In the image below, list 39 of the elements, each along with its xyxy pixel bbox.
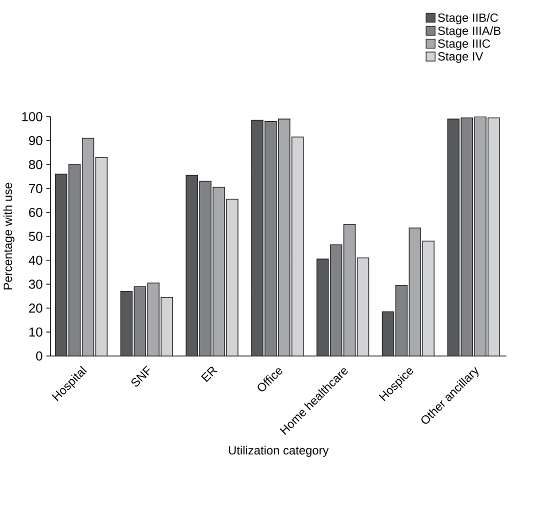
bar [68, 164, 81, 356]
bar [54, 174, 68, 356]
bar [199, 181, 212, 356]
y-tick-label: 100 [22, 112, 42, 122]
y-tick-label: 10 [29, 328, 42, 337]
bar [356, 258, 370, 356]
bar [120, 291, 133, 356]
bar [422, 240, 435, 356]
y-tick-label: 40 [28, 256, 42, 266]
legend-label: Stage IIB/C [438, 13, 498, 24]
bar [134, 286, 146, 356]
legend-label: Stage IIIA/B [438, 26, 500, 38]
bar [395, 285, 408, 356]
y-axis-title: Percentage with use [3, 183, 14, 290]
y-tick-label: 80 [28, 160, 42, 170]
bar [330, 244, 342, 356]
bar [382, 312, 394, 356]
bar [160, 297, 173, 356]
bar [264, 121, 277, 356]
bar [460, 118, 473, 356]
x-tick-label: ER [201, 367, 218, 382]
bar [291, 136, 304, 356]
bar [488, 118, 500, 356]
y-tick-label: 50 [28, 232, 42, 242]
y-tick-label: 30 [28, 280, 42, 289]
y-tick-label: 60 [29, 208, 42, 218]
bar [95, 157, 108, 356]
bar [447, 118, 460, 356]
bar [316, 258, 329, 356]
bar [226, 199, 238, 356]
bar [251, 120, 264, 356]
legend-label: Stage IIIC [438, 40, 490, 50]
y-tick-label: 70 [29, 184, 42, 194]
x-axis-title: Utilization category [228, 446, 329, 458]
y-tick-label: 20 [29, 304, 42, 313]
bar [186, 175, 198, 356]
y-tick-label: 0 [36, 352, 42, 361]
y-tick-label: 90 [29, 136, 42, 146]
legend-label: Stage IV [438, 52, 484, 64]
